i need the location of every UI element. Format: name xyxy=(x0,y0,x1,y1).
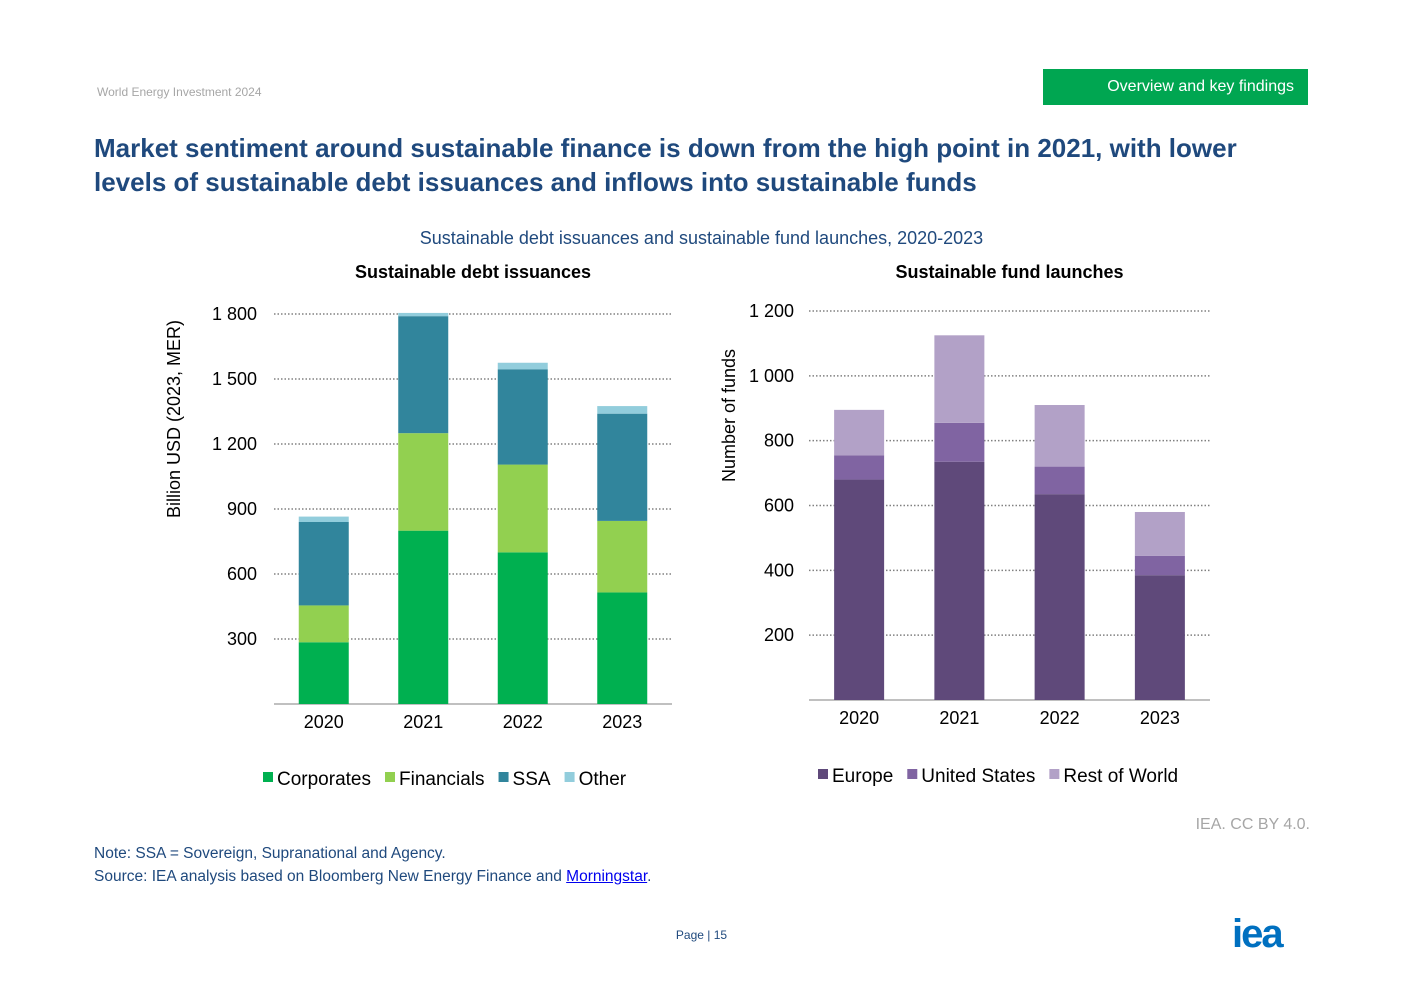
chart-0-y-tick-label: 600 xyxy=(227,564,257,584)
legend-label-other: Other xyxy=(579,769,627,790)
bar-other-2023 xyxy=(597,406,648,414)
legend-label-europe: Europe xyxy=(832,766,893,787)
bar-financials-2023 xyxy=(597,520,648,593)
legend-label-ssa: SSA xyxy=(513,769,551,790)
legend-swatch-united-states xyxy=(907,769,918,779)
legend-swatch-corporates xyxy=(263,772,273,782)
figure-note: Note: SSA = Sovereign, Supranational and… xyxy=(94,845,446,862)
chart-0-y-tick-label: 300 xyxy=(227,629,257,649)
bar-rest-of-world-2020 xyxy=(834,409,885,456)
chart-1-y-axis-label: Number of funds xyxy=(719,349,739,482)
source-text: Source: IEA analysis based on Bloomberg … xyxy=(94,868,567,885)
chart-1-x-tick-label: 2022 xyxy=(1040,708,1080,728)
bar-united-states-2021 xyxy=(934,422,985,462)
bar-other-2022 xyxy=(497,362,548,370)
report-title: World Energy Investment 2024 xyxy=(97,85,262,99)
bar-europe-2023 xyxy=(1134,575,1185,700)
chart-1-y-tick-label: 800 xyxy=(764,431,794,451)
bar-ssa-2023 xyxy=(597,413,648,521)
chart-0-x-tick-label: 2021 xyxy=(403,712,443,732)
chart-0-title: Sustainable debt issuances xyxy=(355,262,591,282)
bar-united-states-2023 xyxy=(1134,555,1185,576)
bar-corporates-2023 xyxy=(597,592,648,704)
chart-0-x-tick-label: 2023 xyxy=(602,712,642,732)
bar-other-2020 xyxy=(298,516,349,522)
legend-swatch-ssa xyxy=(498,772,509,782)
morningstar-link[interactable]: Morningstar xyxy=(566,868,648,885)
bar-rest-of-world-2023 xyxy=(1134,511,1185,556)
bar-financials-2020 xyxy=(298,605,349,643)
bar-rest-of-world-2021 xyxy=(934,335,985,423)
bar-corporates-2022 xyxy=(497,552,548,704)
chart-0-x-tick-label: 2020 xyxy=(304,712,344,732)
section-badge[interactable]: Overview and key findings xyxy=(1043,69,1308,105)
legend-label-corporates: Corporates xyxy=(277,769,371,790)
chart-1-x-tick-label: 2023 xyxy=(1140,708,1180,728)
source-suffix: . xyxy=(647,868,652,885)
bar-other-2021 xyxy=(398,312,449,317)
chart-1-y-tick-label: 1 200 xyxy=(749,301,794,321)
chart-1-y-tick-label: 1 000 xyxy=(749,366,794,386)
license-credit: IEA. CC BY 4.0. xyxy=(1195,816,1310,833)
chart-0-y-tick-label: 1 500 xyxy=(212,369,257,389)
legend-swatch-europe xyxy=(818,769,828,779)
bar-united-states-2020 xyxy=(834,455,885,480)
bar-europe-2022 xyxy=(1034,494,1085,700)
figure-title: Sustainable debt issuances and sustainab… xyxy=(419,228,984,248)
chart-1-y-tick-label: 600 xyxy=(764,496,794,516)
legend-swatch-rest-of-world xyxy=(1049,769,1060,779)
bar-europe-2020 xyxy=(834,479,885,700)
bar-financials-2022 xyxy=(497,464,548,553)
page-number: Page | 15 xyxy=(675,928,728,942)
bar-corporates-2021 xyxy=(398,530,449,704)
iea-logo: iea xyxy=(1232,912,1284,956)
legend-swatch-other xyxy=(564,772,575,782)
chart-1-x-tick-label: 2021 xyxy=(939,708,979,728)
bar-ssa-2022 xyxy=(497,369,548,465)
chart-0-y-tick-label: 1 800 xyxy=(212,304,257,324)
bar-corporates-2020 xyxy=(298,642,349,704)
chart-1-y-tick-label: 200 xyxy=(764,625,794,645)
chart-0-y-axis-label: Billion USD (2023, MER) xyxy=(164,320,184,518)
chart-1-title: Sustainable fund launches xyxy=(895,262,1123,282)
bar-united-states-2022 xyxy=(1034,466,1085,495)
legend-label-united-states: United States xyxy=(921,766,1035,787)
legend-swatch-financials xyxy=(385,772,395,782)
chart-1-y-tick-label: 400 xyxy=(764,560,794,580)
bar-financials-2021 xyxy=(398,433,449,531)
bar-ssa-2020 xyxy=(298,522,349,606)
bar-rest-of-world-2022 xyxy=(1034,405,1085,467)
charts-area: Sustainable debt issuances Billion USD (2… xyxy=(164,262,1210,790)
chart-1-x-tick-label: 2020 xyxy=(839,708,879,728)
legend-label-rest-of-world: Rest of World xyxy=(1063,766,1178,787)
bar-europe-2021 xyxy=(934,461,985,700)
chart-0-y-tick-label: 900 xyxy=(227,499,257,519)
section-badge-label: Overview and key findings xyxy=(1107,78,1294,95)
figure-source: Source: IEA analysis based on Bloomberg … xyxy=(94,868,651,886)
page-headline: Market sentiment around sustainable fina… xyxy=(94,133,1237,197)
chart-0-y-tick-label: 1 200 xyxy=(212,434,257,454)
bar-ssa-2021 xyxy=(398,316,449,434)
chart-0-x-tick-label: 2022 xyxy=(503,712,543,732)
legend-label-financials: Financials xyxy=(399,769,485,790)
